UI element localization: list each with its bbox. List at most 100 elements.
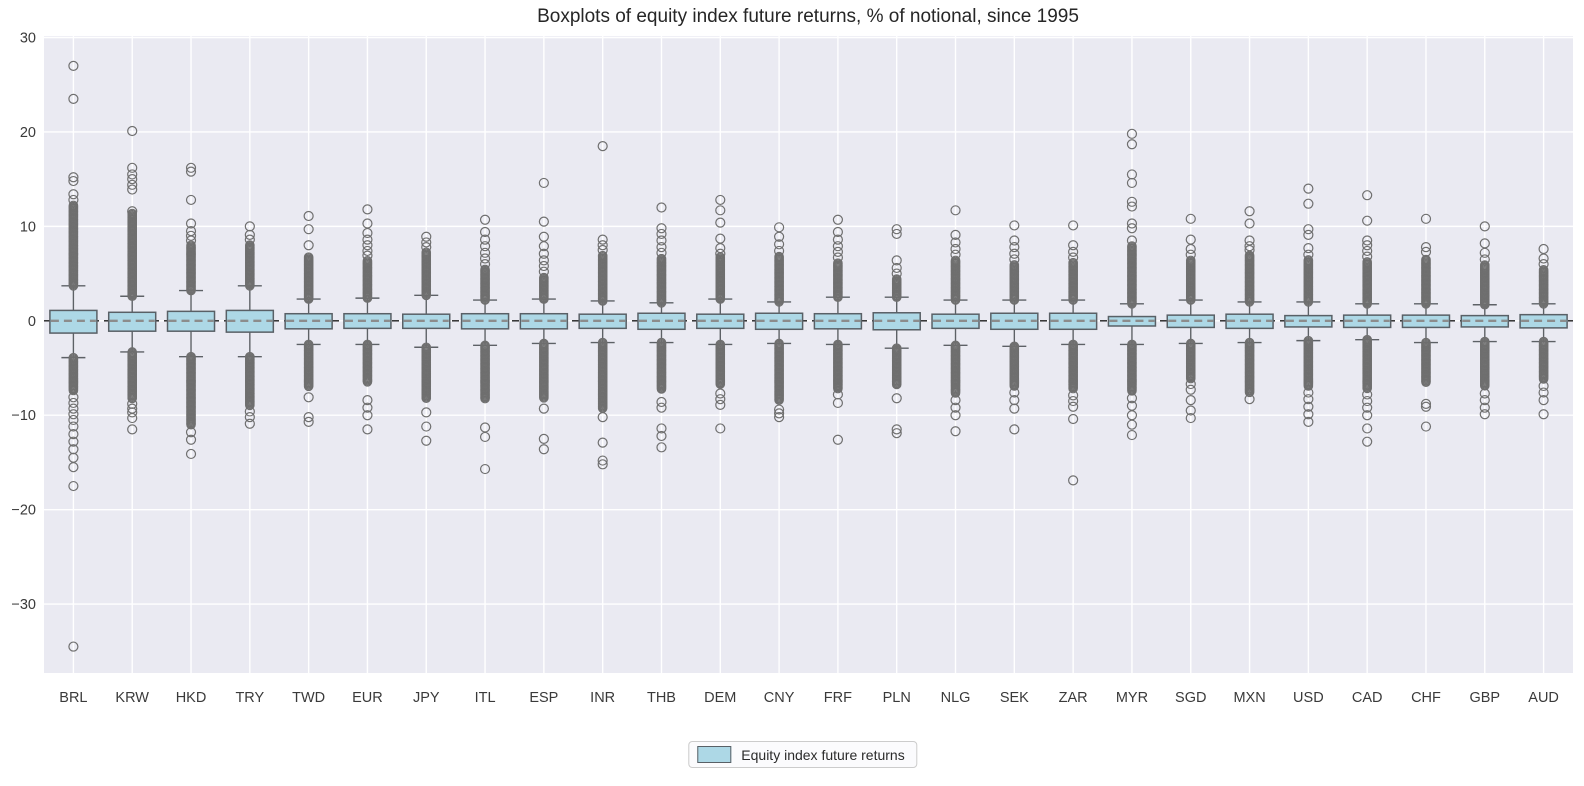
outlier-point (68, 172, 79, 183)
outlier-point (1479, 388, 1490, 399)
outlier-point (68, 397, 79, 409)
x-tick-label-USD: USD (1293, 690, 1324, 706)
outlier-point (1362, 257, 1372, 267)
chart-title: Boxplots of equity index future returns,… (537, 6, 1079, 27)
outlier-point (832, 434, 844, 445)
outlier-point (538, 266, 549, 277)
outlier-point (656, 228, 667, 240)
outlier-point (1303, 401, 1314, 412)
iqr-box (1284, 314, 1333, 328)
boxplot-group-THB (637, 202, 686, 453)
outlier-point (185, 448, 197, 460)
outlier-point (1009, 248, 1020, 259)
x-tick-label-JPY: JPY (413, 690, 440, 706)
outliers (1420, 213, 1432, 432)
outlier-point (1420, 246, 1432, 257)
outlier-point (950, 237, 961, 248)
outlier-point (1303, 249, 1314, 260)
outlier-point (479, 253, 491, 264)
outlier-point (303, 210, 314, 222)
outlier-point (950, 205, 961, 216)
outlier-point (421, 393, 432, 404)
outlier-point (656, 223, 667, 234)
x-tick-label-DEM: DEM (704, 690, 736, 706)
x-tick-label-MXN: MXN (1233, 690, 1265, 706)
outlier-point (68, 436, 79, 447)
x-tick-label-GBP: GBP (1469, 690, 1500, 706)
iqr-box (1225, 313, 1274, 330)
outlier-point (950, 243, 961, 255)
legend-swatch-icon (697, 746, 732, 763)
outlier-point (597, 437, 608, 448)
outlier-point (68, 200, 79, 211)
outlier-point (832, 226, 844, 238)
outlier-point (538, 403, 549, 414)
outlier-point (1420, 213, 1432, 224)
outlier-point (1538, 395, 1549, 406)
outlier-point (1479, 402, 1490, 413)
outlier-point (656, 247, 667, 258)
x-tick-label-CNY: CNY (764, 690, 795, 706)
x-tick-label-THB: THB (647, 690, 676, 706)
iqr-box (990, 312, 1039, 331)
outlier-point (127, 174, 138, 185)
outlier-point (1068, 395, 1079, 407)
outlier-point (1009, 403, 1020, 414)
outlier-point (479, 247, 491, 258)
outlier-point (1126, 128, 1138, 139)
outlier-point (421, 435, 432, 446)
outlier-point (480, 393, 490, 404)
outliers (1303, 183, 1314, 427)
iqr-box (460, 312, 510, 330)
outlier-point (656, 235, 667, 246)
iqr-box (284, 312, 333, 330)
outlier-point (656, 202, 667, 213)
outlier-point (1303, 381, 1314, 391)
outlier-point (1538, 243, 1549, 255)
outlier-point (597, 244, 608, 256)
outlier-point (1362, 240, 1373, 251)
outlier-point (244, 234, 255, 245)
outlier-point (1303, 416, 1314, 427)
outlier-point (1362, 389, 1373, 400)
outlier-point (421, 237, 432, 248)
iqr-box (107, 311, 157, 332)
outlier-point (303, 252, 314, 262)
outlier-point (421, 407, 432, 418)
outlier-point (68, 462, 79, 473)
outlier-point (479, 463, 491, 475)
outlier-point (1538, 259, 1549, 270)
boxplot-group-ITL (460, 214, 510, 475)
gridlines (44, 36, 1573, 673)
outlier-point (773, 404, 785, 415)
outlier-point (539, 393, 549, 403)
outlier-point (421, 247, 432, 258)
boxplot-group-INR (578, 141, 627, 470)
outlier-point (1303, 242, 1314, 254)
outlier-point (950, 229, 961, 240)
outlier-point (891, 393, 902, 404)
outlier-point (656, 402, 667, 413)
boxplot-group-MXN (1225, 206, 1274, 405)
outlier-point (774, 395, 784, 405)
outlier-point (833, 383, 843, 394)
boxplot-svg: 30 20 10 0 −10 −20 −30 BRL KRW HKD TRY TWD EUR JPY ITL… (11, 31, 1573, 706)
outlier-point (1185, 405, 1196, 416)
iqr-box (225, 309, 275, 333)
x-tick-label-TRY: TRY (235, 690, 264, 706)
x-tick-label-ESP: ESP (529, 690, 558, 706)
outlier-point (1185, 255, 1196, 266)
boxplot-group-NLG (931, 205, 980, 437)
outlier-point (245, 400, 255, 411)
outlier-point (1009, 235, 1020, 246)
outlier-point (480, 264, 490, 275)
y-tick-label: −10 (11, 408, 36, 424)
outlier-point (1362, 423, 1373, 434)
outlier-point (891, 262, 902, 274)
outliers (1538, 243, 1549, 420)
outlier-point (1244, 394, 1255, 405)
outlier-point (715, 205, 726, 216)
outlier-point (1009, 260, 1020, 270)
outlier-point (715, 388, 726, 399)
outlier-point (1127, 241, 1137, 251)
